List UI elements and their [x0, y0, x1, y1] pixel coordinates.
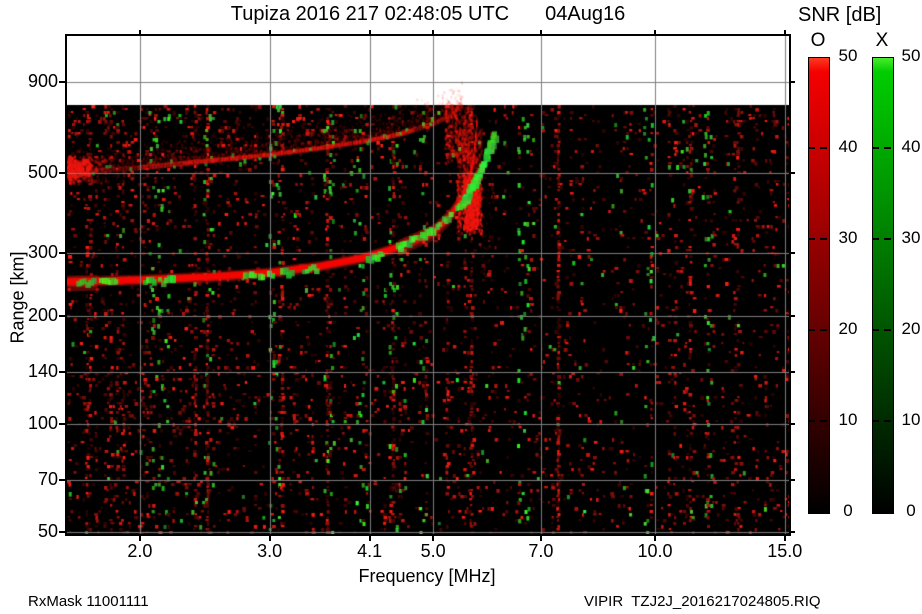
y-tick-mark [59, 370, 65, 373]
y-tick-label: 300 [27, 241, 58, 262]
y-tick-label: 70 [37, 468, 58, 489]
y-tick-label: 140 [27, 360, 58, 381]
colorbar-tick-dash [809, 420, 815, 422]
colorbar-tick-dash [820, 238, 827, 240]
x-axis-title: Frequency [MHz] [358, 566, 496, 586]
colorbar-tick-dash [873, 420, 879, 422]
plot-frame [65, 34, 791, 536]
x-tick-mark [138, 536, 141, 541]
x-tick-mark-top [432, 30, 435, 34]
y-tick-mark-right [791, 478, 795, 481]
colorbar-o-label: O [810, 30, 826, 51]
x-colorbar-tick-label: 50 [901, 46, 921, 65]
x-colorbar-tick-label: 30 [901, 228, 921, 247]
y-tick-mark-right [791, 370, 795, 373]
x-colorbar-tick-label: 40 [901, 137, 921, 156]
x-tick-label: 3.0 [257, 541, 283, 561]
x-tick-mark [368, 536, 371, 541]
y-tick-mark-right [791, 172, 795, 175]
y-tick-mark-right [791, 530, 795, 533]
x-tick-mark [268, 536, 271, 541]
y-tick-label: 200 [27, 305, 58, 326]
colorbar-tick-dash [873, 147, 879, 149]
colorbar-tick-dash [809, 147, 815, 149]
o-colorbar-tick-label: 10 [838, 410, 858, 429]
x-tick-label: 15.0 [767, 541, 803, 561]
x-tick-mark [783, 536, 786, 541]
y-tick-mark-right [791, 251, 795, 254]
x-tick-mark [432, 536, 435, 541]
x-tick-label: 10.0 [637, 541, 673, 561]
x-colorbar-tick-label: 0 [906, 501, 916, 520]
x-tick-label: 4.1 [357, 541, 383, 561]
colorbar-tick-dash [873, 329, 879, 331]
y-tick-mark [59, 315, 65, 318]
y-tick-mark [59, 478, 65, 481]
colorbar-tick-dash [820, 329, 827, 331]
colorbar-header: SNR [dB] [798, 4, 882, 26]
rxmask-text: RxMask 11001111 [28, 593, 149, 610]
x-tick-mark-top [138, 30, 141, 34]
colorbar-tick-dash [884, 147, 891, 149]
x-colorbar [872, 57, 894, 514]
y-tick-label: 900 [27, 70, 58, 91]
o-colorbar-tick-label: 40 [838, 137, 858, 156]
y-tick-mark-right [791, 315, 795, 318]
x-tick-label: 5.0 [420, 541, 446, 561]
colorbar-tick-dash [820, 147, 827, 149]
colorbar-tick-dash [884, 238, 891, 240]
y-tick-mark [59, 251, 65, 254]
y-tick-mark [59, 423, 65, 425]
x-tick-mark-top [268, 30, 271, 34]
title-date: 04Aug16 [545, 3, 626, 25]
y-tick-mark [59, 172, 65, 175]
o-colorbar-tick-label: 30 [838, 228, 858, 247]
x-tick-mark [539, 536, 542, 541]
y-tick-label: 100 [27, 413, 58, 433]
ionogram-canvas [67, 36, 789, 534]
colorbar-tick-dash [809, 329, 815, 331]
x-tick-label: 7.0 [528, 541, 554, 561]
y-tick-label: 500 [27, 162, 58, 183]
title-station-time: Tupiza 2016 217 02:48:05 UTC [230, 3, 510, 25]
x-colorbar-tick-label: 20 [901, 319, 921, 338]
filename-text: VIPIR TZJ2J_2016217024805.RIQ [584, 593, 821, 610]
x-colorbar-tick-label: 10 [901, 410, 921, 429]
o-colorbar [808, 57, 830, 514]
colorbar-tick-dash [873, 238, 879, 240]
o-colorbar-tick-label: 20 [838, 319, 858, 338]
x-tick-mark-top [654, 30, 656, 34]
colorbar-tick-dash [884, 329, 891, 331]
y-tick-mark-right [791, 80, 795, 83]
y-tick-mark [59, 530, 65, 533]
o-colorbar-tick-label: 0 [843, 501, 853, 520]
x-tick-mark [654, 536, 656, 541]
chart-title: Tupiza 2016 217 02:48:05 UTC 04Aug16 [65, 3, 791, 26]
colorbar-tick-dash [809, 238, 815, 240]
o-colorbar-tick-label: 50 [838, 46, 858, 65]
x-tick-mark-top [783, 30, 786, 34]
colorbar-tick-dash [820, 420, 827, 422]
colorbar-x-label: X [875, 30, 889, 51]
y-tick-label: 50 [37, 520, 58, 541]
y-tick-mark [59, 80, 65, 83]
x-tick-mark-top [539, 30, 542, 34]
x-tick-label: 2.0 [127, 541, 153, 561]
y-tick-mark-right [791, 423, 795, 425]
x-tick-mark-top [368, 30, 371, 34]
colorbar-tick-dash [884, 420, 891, 422]
